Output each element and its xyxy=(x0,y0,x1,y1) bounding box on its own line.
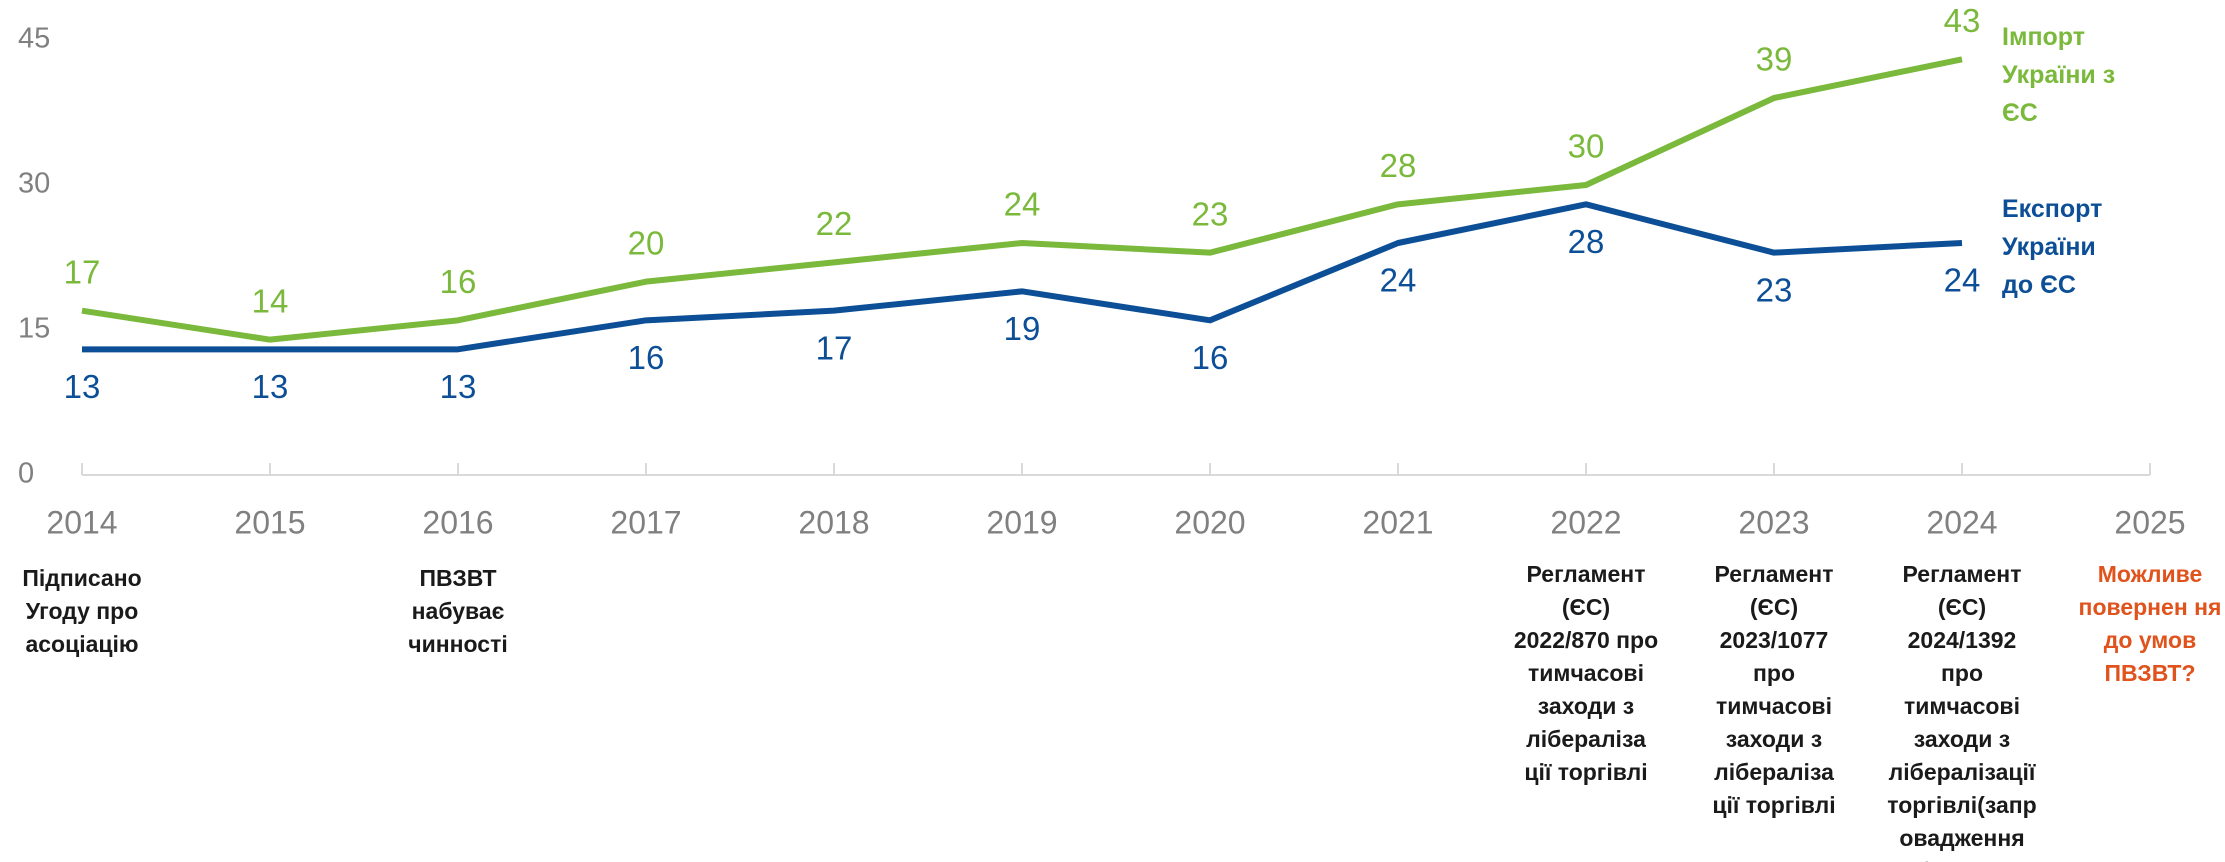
annotation: Регламент (ЄС) 2022/870 про тимчасові за… xyxy=(1513,561,1659,785)
data-label: 28 xyxy=(1568,223,1605,260)
x-tick-label: 2019 xyxy=(986,504,1057,540)
data-label: 13 xyxy=(252,368,289,405)
data-label: 30 xyxy=(1568,128,1605,165)
data-label: 16 xyxy=(628,339,665,376)
data-label: 16 xyxy=(1192,339,1229,376)
data-label: 24 xyxy=(1004,186,1041,223)
data-label: 43 xyxy=(1944,2,1981,39)
annotation: Можливе повернен ня до умов ПВЗВТ? xyxy=(2078,561,2222,686)
data-label: 17 xyxy=(64,253,101,290)
data-label: 28 xyxy=(1380,147,1417,184)
x-tick-label: 2020 xyxy=(1174,504,1245,540)
annotation: Регламент (ЄС) 2024/1392 про тимчасові з… xyxy=(1887,561,2037,862)
x-tick-label: 2015 xyxy=(234,504,305,540)
x-tick-label: 2024 xyxy=(1926,504,1997,540)
annotation: Підписано Угоду про асоціацію xyxy=(22,565,142,657)
data-label: 16 xyxy=(440,263,477,300)
line xyxy=(82,201,1963,353)
line xyxy=(81,56,1963,343)
y-tick-label: 30 xyxy=(18,168,50,200)
x-tick-label: 2018 xyxy=(798,504,869,540)
data-label: 24 xyxy=(1944,262,1981,299)
annotation: Регламент (ЄС) 2023/1077 про тимчасові з… xyxy=(1712,561,1836,818)
x-tick-label: 2021 xyxy=(1362,504,1433,540)
x-tick-label: 2022 xyxy=(1550,504,1621,540)
x-tick-label: 2014 xyxy=(46,504,117,540)
data-label: 22 xyxy=(816,205,853,242)
data-label: 39 xyxy=(1756,41,1793,78)
data-label: 13 xyxy=(440,368,477,405)
x-tick-label: 2017 xyxy=(610,504,681,540)
x-tick-label: 2016 xyxy=(422,504,493,540)
data-label: 23 xyxy=(1756,271,1793,308)
data-label: 23 xyxy=(1192,195,1229,232)
data-label: 24 xyxy=(1380,262,1417,299)
y-tick-label: 45 xyxy=(18,23,50,55)
y-tick-label: 0 xyxy=(18,458,34,490)
data-label: 14 xyxy=(252,282,289,319)
annotation: ПВЗВТ набуває чинності xyxy=(408,565,508,657)
series-label: Експорт України до ЄС xyxy=(2002,195,2103,299)
x-tick-label: 2023 xyxy=(1738,504,1809,540)
data-label: 13 xyxy=(64,368,101,405)
series-label: Імпорт України з ЄС xyxy=(2002,23,2116,127)
y-tick-label: 15 xyxy=(18,313,50,345)
data-label: 19 xyxy=(1004,310,1041,347)
data-label: 17 xyxy=(816,329,853,366)
data-label: 20 xyxy=(628,224,665,261)
x-tick-label: 2025 xyxy=(2114,504,2185,540)
